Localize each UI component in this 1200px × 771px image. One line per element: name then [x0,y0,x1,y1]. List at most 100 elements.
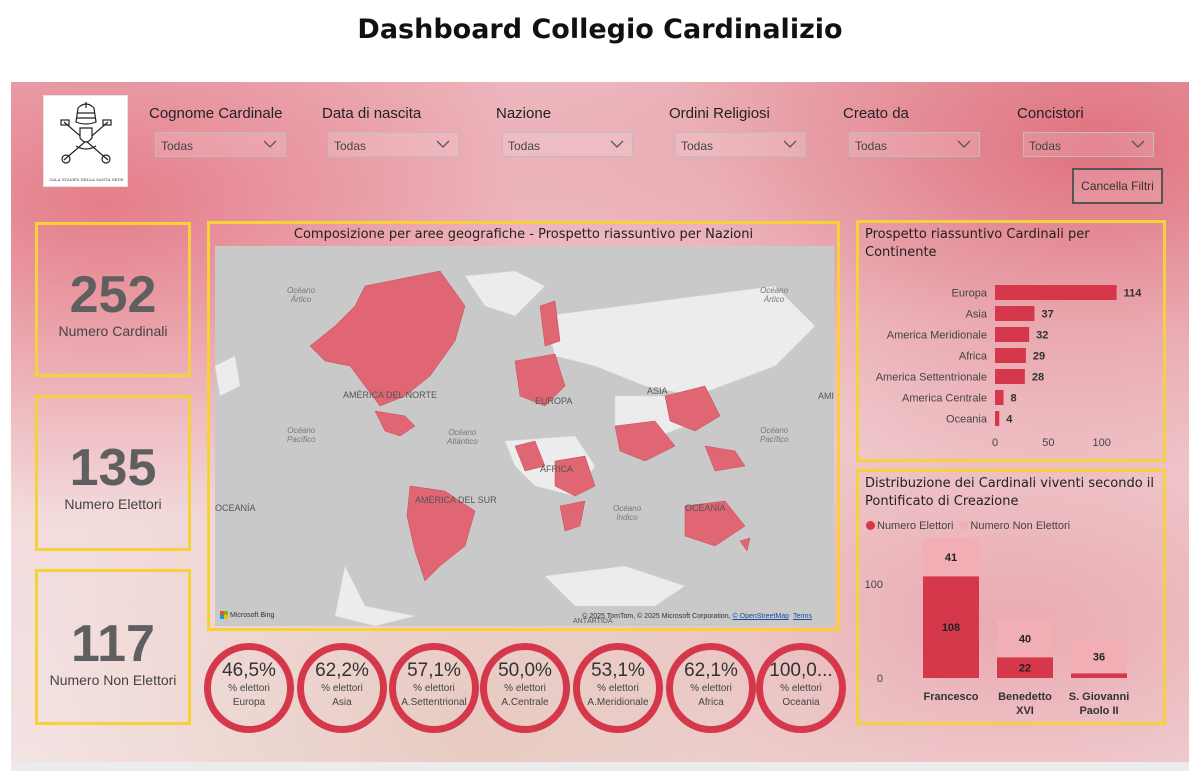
world-map[interactable]: Océano Ártico Océano Ártico Océano Pacíf… [215,246,834,626]
data-label: 37 [1041,309,1053,321]
category-label: Asia [966,309,988,321]
greenland-shape [464,270,546,317]
legend-item[interactable]: Numero Elettori [866,520,953,532]
pct-elettori-oceania: 100,0... % elettori Oceania [756,643,846,733]
scandinavia-shape [539,300,561,347]
ocean-label: Océano Pacífico [287,426,316,444]
kpi-value: 117 [71,615,155,673]
data-label: 36 [1093,651,1105,663]
data-label: 114 [1124,288,1143,300]
category-label: Benedetto [998,691,1052,703]
filter-value: Todas [334,139,367,153]
filter-data-di-nascita: Data di nascita Todas [322,105,462,157]
data-label: 28 [1032,372,1044,384]
bar [995,369,1025,384]
filter-concistori: Concistori Todas [1017,105,1157,157]
continent-label: EUROPA [535,396,573,406]
pontificate-chart-title: Distribuzione dei Cardinali viventi seco… [865,476,1155,509]
pct-region: A.Settentrional [401,697,467,708]
data-label: 32 [1036,330,1048,342]
continent-label: ASIA [647,386,668,396]
southeast-asia-shape [704,445,746,472]
terms-link[interactable]: Terms [792,613,812,620]
pct-elettori-asia: 62,2% % elettori Asia [297,643,387,733]
legend-dot [866,521,875,530]
map-attribution: © 2025 TomTom, © 2025 Microsoft Corporat… [582,613,812,620]
map-title: Composizione per aree geografiche - Pros… [293,227,754,242]
filter-value: Todas [681,139,714,153]
filter-cognome-cardinale: Cognome Cardinale Todas [149,105,289,157]
tick-label: 100 [1092,437,1110,449]
legend-label: Numero Elettori [877,520,954,532]
continent-bar-chart: Europa 114 Asia 37 America Meridionale 32 Afri… [876,285,1143,449]
pct-elettori-a-settentrionale: 57,1% % elettori A.Settentrional [389,643,479,733]
bar [995,411,1000,426]
pct-region: Asia [332,697,352,708]
category-label: America Meridionale [887,330,987,342]
continent-label: OCEANÍA [685,503,726,513]
filter-dropdown[interactable]: Todas [1023,132,1154,157]
pct-elettori-a-meridionale: 53,1% % elettori A.Meridionale [573,643,663,733]
openstreetmap-link[interactable]: © OpenStreetMap [732,613,790,620]
pct-value: 62,1% [684,660,738,681]
category-label: Europa [952,288,988,300]
filter-dropdown[interactable]: Todas [155,132,286,157]
pct-label: % elettori [780,683,822,694]
pct-region: A.Meridionale [587,697,649,708]
filter-dropdown[interactable]: Todas [328,132,459,157]
legend-dot [959,521,969,530]
continent-label: ANTÁRTIDA [573,618,613,625]
tick-label: 0 [877,673,883,685]
bar [995,327,1030,342]
pct-value: 57,1% [407,660,461,681]
kpi-value: 135 [69,439,157,497]
data-label: 8 [1011,393,1017,405]
continent-chart-title: Prospetto riassuntivo Cardinali per Cont… [865,227,1090,260]
pct-elettori-africa: 62,1% % elettori Africa [666,643,756,733]
legend-item[interactable]: Numero Non Elettori [959,520,1070,532]
ocean-label: Océano Ártico [287,286,316,304]
data-label: 22 [1019,663,1031,675]
new-zealand-shape [739,537,751,552]
pct-label: % elettori [597,683,639,694]
legend-label: Numero Non Elettori [970,520,1071,532]
continent-chart-panel: Prospetto riassuntivo Cardinali per Cont… [856,220,1166,462]
provider-name: Microsoft Bing [230,611,275,619]
bar-segment [1071,673,1127,678]
pct-label: % elettori [413,683,455,694]
pct-value: 53,1% [591,660,645,681]
filter-label: Creato da [843,105,909,122]
data-label: 41 [945,552,957,564]
filter-label: Data di nascita [322,105,422,122]
central-america-shape [374,410,416,437]
data-label: 4 [1006,414,1013,426]
chukotka-shape [215,355,241,397]
pct-value: 46,5% [222,660,276,681]
filter-value: Todas [855,139,888,153]
continent-label: AMÉRICA DEL SUR [415,495,497,505]
microsoft-logo-icon [220,611,228,619]
north-america-shape [309,270,466,407]
filter-dropdown[interactable]: Todas [849,132,980,157]
filter-label: Cognome Cardinale [149,105,283,122]
filter-dropdown[interactable]: Todas [675,132,806,157]
pct-label: % elettori [504,683,546,694]
category-label: Francesco [923,691,978,703]
filter-ordini-religiosi: Ordini Religiosi Todas [669,105,809,157]
west-africa-shape [514,440,546,472]
category-label: Africa [959,351,988,363]
kpi-value: 252 [69,266,157,324]
bar [995,348,1026,363]
pct-label: % elettori [228,683,270,694]
kpi-label: Numero Cardinali [58,323,168,339]
kpi-numero-elettori: 135 Numero Elettori [35,395,191,551]
category-label: S. Giovanni [1069,691,1130,703]
filter-dropdown[interactable]: Todas [502,132,633,157]
tick-label: 100 [865,579,883,591]
ocean-label: Océano Atlántico [447,428,478,446]
india-shape [614,420,676,462]
clear-filters-button[interactable]: Cancella Filtri [1072,168,1163,204]
pct-elettori-a-centrale: 50,0% % elettori A.Centrale [480,643,570,733]
australia-shape [684,500,746,547]
europe-shape [514,353,566,407]
